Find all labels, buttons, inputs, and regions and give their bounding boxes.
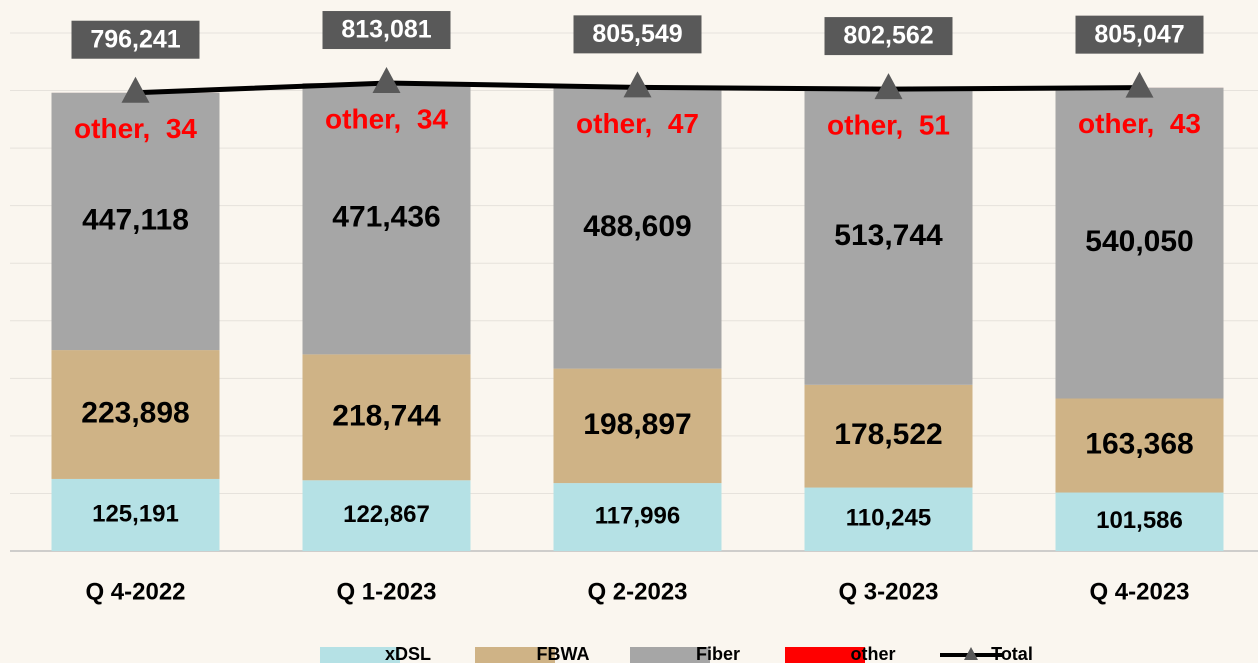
data-label: 218,744: [332, 399, 441, 432]
bar-segment: [51, 350, 220, 479]
data-label: 110,245: [846, 505, 931, 532]
x-tick-label: Q 1-2023: [336, 578, 436, 605]
data-label: 101,586: [1096, 507, 1183, 534]
data-label: other, 34: [325, 103, 448, 134]
legend-label: Fiber: [696, 644, 740, 663]
line-marker: [623, 71, 652, 98]
legend-label: other: [851, 644, 896, 663]
data-label: other, 51: [827, 109, 950, 140]
data-label: 513,744: [834, 219, 943, 252]
bar-segment: [51, 478, 220, 551]
line-marker: [121, 76, 150, 103]
data-label: 223,898: [81, 396, 189, 429]
data-label: 805,549: [592, 20, 682, 48]
legend-label: Total: [991, 644, 1033, 663]
data-label-box: [71, 20, 200, 59]
x-tick-label: Q 4-2022: [85, 578, 185, 605]
data-label: 813,081: [341, 16, 431, 44]
legend-marker: [964, 647, 978, 660]
bar-segment: [302, 354, 471, 481]
bar-segment: [804, 487, 973, 551]
legend-label: FBWA: [537, 644, 590, 663]
x-tick-label: Q 2-2023: [587, 578, 687, 605]
legend-swatch: [630, 647, 710, 663]
data-label: other, 34: [74, 113, 197, 144]
data-label: 163,368: [1085, 427, 1193, 460]
data-label: 488,609: [583, 210, 691, 243]
bar-segment: [1055, 492, 1224, 551]
data-label: 540,050: [1085, 225, 1193, 258]
x-tick-label: Q 4-2023: [1089, 578, 1189, 605]
data-label: 805,047: [1094, 20, 1184, 48]
data-label: 802,562: [843, 22, 933, 50]
data-label-box: [824, 17, 953, 56]
legend-swatch: [785, 647, 865, 663]
bar-segment: [804, 384, 973, 488]
bar-segment: [804, 89, 973, 385]
legend-swatch: [475, 647, 555, 663]
bar-segment: [302, 480, 471, 551]
data-label: 796,241: [90, 25, 180, 53]
line-marker: [874, 73, 903, 100]
legend-swatch: [320, 647, 400, 663]
line-marker: [372, 67, 401, 94]
bar-segment: [553, 483, 722, 551]
data-label: 122,867: [343, 501, 430, 528]
data-label: 178,522: [834, 418, 942, 451]
data-label: other, 43: [1078, 108, 1201, 139]
bar-segment: [553, 368, 722, 484]
bar-segment: [553, 87, 722, 369]
data-label-box: [322, 11, 451, 50]
bar-segment: [1055, 87, 1224, 399]
data-label: 125,191: [92, 500, 179, 527]
bar-segment: [1055, 398, 1224, 493]
x-tick-label: Q 3-2023: [838, 578, 938, 605]
data-label-box: [1075, 15, 1204, 54]
data-label: 447,118: [82, 203, 189, 236]
data-label: 471,436: [332, 201, 440, 234]
data-label-box: [573, 15, 702, 54]
bar-segment: [51, 92, 220, 351]
data-label: 198,897: [583, 408, 691, 441]
legend-label: xDSL: [385, 644, 431, 663]
line-marker: [1125, 71, 1154, 98]
data-label: other, 47: [576, 108, 699, 139]
data-label: 117,996: [595, 502, 680, 529]
bar-segment: [302, 83, 471, 355]
